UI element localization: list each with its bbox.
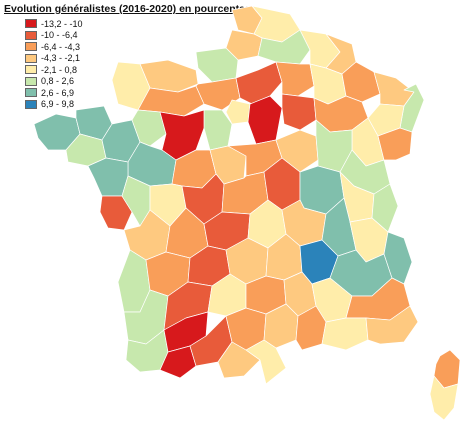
department <box>275 61 315 97</box>
legend-swatch <box>25 42 37 51</box>
legend-label: 0,8 - 2,6 <box>41 76 75 86</box>
department <box>257 29 311 65</box>
map-legend: -13,2 - -10 -10 - -6,4 -6,4 - -4,3 -4,3 - -… <box>25 18 83 110</box>
department <box>235 61 283 105</box>
map-title: Evolution généralistes (2016-2020) en po… <box>4 3 258 15</box>
legend-item: -6,4 - -4,3 <box>25 41 83 52</box>
legend-label: -2,1 - 0,8 <box>41 64 78 75</box>
legend-item: 0,8 - 2,6 <box>25 76 83 87</box>
mainland-france <box>33 5 425 385</box>
legend-item: 2,6 - 6,9 <box>25 87 83 98</box>
legend-item: 6,9 - 9,8 <box>25 99 83 110</box>
legend-swatch <box>25 99 37 109</box>
department <box>281 93 317 131</box>
department <box>87 157 129 197</box>
legend-label: 6,9 - 9,8 <box>41 99 75 109</box>
legend-swatch <box>25 88 37 97</box>
legend-label: -4,3 - -2,1 <box>41 53 81 63</box>
legend-label: -13,2 - -10 <box>41 18 83 29</box>
legend-item: -10 - -6,4 <box>25 30 83 41</box>
department <box>225 99 251 125</box>
department <box>321 317 369 351</box>
legend-swatch <box>25 65 37 74</box>
department <box>429 375 459 421</box>
legend-item: -2,1 - 0,8 <box>25 64 83 75</box>
department <box>377 127 413 161</box>
legend-label: 2,6 - 6,9 <box>41 87 75 98</box>
department <box>371 183 399 233</box>
corsica <box>429 349 461 421</box>
legend-swatch <box>25 76 37 86</box>
legend-swatch <box>25 53 37 63</box>
legend-label: -10 - -6,4 <box>41 30 78 40</box>
department <box>365 305 419 345</box>
legend-swatch <box>25 30 37 40</box>
department <box>247 95 283 145</box>
legend-swatch <box>25 19 37 28</box>
department <box>159 345 197 379</box>
legend-item: -4,3 - -2,1 <box>25 53 83 64</box>
legend-label: -6,4 - -4,3 <box>41 41 81 52</box>
department <box>245 339 287 385</box>
legend-item: -13,2 - -10 <box>25 18 83 29</box>
